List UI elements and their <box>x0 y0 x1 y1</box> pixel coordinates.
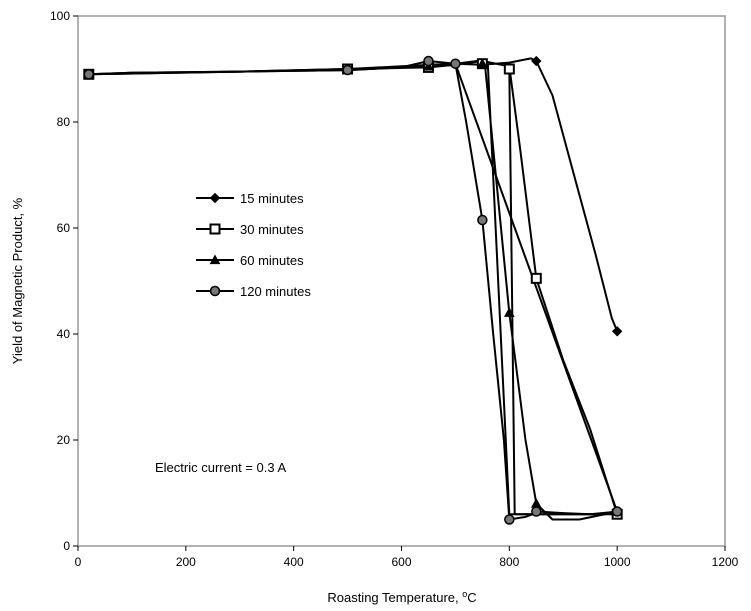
legend: 15 minutes 30 minutes 60 minutes 120 minute… <box>196 191 311 299</box>
y-tick-label: 60 <box>57 221 71 235</box>
legend-label: 30 minutes <box>240 222 304 237</box>
series-line-2 <box>88 60 619 516</box>
data-point-circle <box>423 55 434 67</box>
data-point-circle <box>450 58 461 69</box>
x-tick-label: 800 <box>499 555 519 569</box>
series-line-4 <box>88 60 619 521</box>
x-tick-label: 1000 <box>604 555 631 569</box>
series-line-3 <box>88 60 619 521</box>
data-point-triangle <box>503 307 515 317</box>
data-point-circle <box>531 506 542 517</box>
y-tick-label: 20 <box>57 433 71 447</box>
data-point-circle <box>611 506 623 517</box>
legend-marker-circle <box>209 285 221 297</box>
x-tick-label: 200 <box>176 555 196 569</box>
y-tick-label: 80 <box>57 115 71 129</box>
legend-marker-square <box>209 223 221 235</box>
x-tick-label: 400 <box>284 555 304 569</box>
data-point-circle <box>477 214 488 226</box>
y-tick-label: 100 <box>50 9 70 23</box>
y-tick-label: 0 <box>63 539 70 553</box>
legend-label: 15 minutes <box>240 191 304 206</box>
legend-label: 120 minutes <box>240 284 311 299</box>
x-axis-label: Roasting Temperature, oC <box>327 589 476 605</box>
data-point-triangle <box>477 58 488 68</box>
y-axis-label: Yield of Magnetic Product, % <box>10 197 25 364</box>
data-point-square <box>503 63 515 75</box>
data-point-triangle <box>530 498 542 508</box>
legend-marker-triangle <box>209 254 221 265</box>
data-point-circle <box>504 514 515 525</box>
y-tick-label: 40 <box>57 327 71 341</box>
series-lines <box>88 57 619 521</box>
data-point-diamond <box>531 55 542 67</box>
annotation-electric-current: Electric current = 0.3 A <box>155 460 286 475</box>
y-axis-ticks: 0 20 40 60 80 100 <box>50 9 78 553</box>
series-markers <box>83 55 623 525</box>
x-tick-label: 1200 <box>712 555 739 569</box>
data-point-circle <box>83 69 95 80</box>
data-point-diamond <box>611 326 623 337</box>
x-axis-unit: o <box>462 589 467 599</box>
data-point-circle <box>342 64 353 76</box>
data-point-square <box>530 272 542 284</box>
legend-marker-diamond <box>209 192 221 204</box>
legend-label: 60 minutes <box>240 253 304 268</box>
x-tick-label: 600 <box>391 555 411 569</box>
x-axis-ticks: 0 200 400 600 800 1000 1200 <box>75 546 739 569</box>
x-tick-label: 0 <box>75 555 82 569</box>
